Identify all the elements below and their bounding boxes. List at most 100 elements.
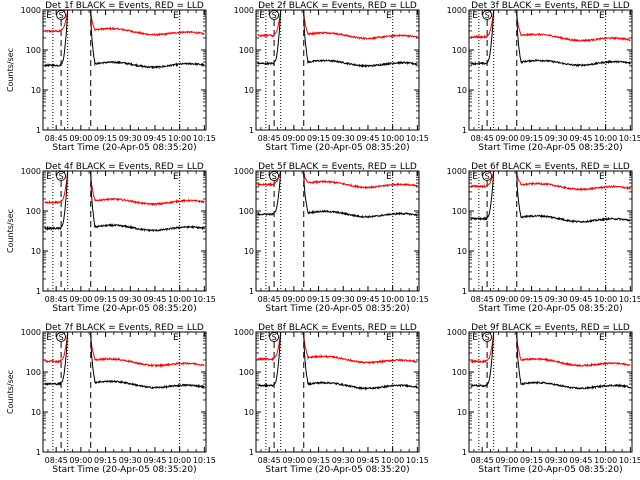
y-tick-label: 1000 — [447, 167, 467, 176]
y-tick-label: 1000 — [447, 328, 467, 337]
marker-circle — [56, 171, 67, 181]
series-line-events — [44, 331, 69, 387]
marker-label: S — [59, 333, 64, 342]
marker-label: E — [599, 333, 605, 343]
marker-label: E — [472, 333, 478, 343]
marker-label: S — [485, 11, 490, 20]
y-tick-label: 10 — [457, 408, 467, 417]
x-tick-label: 09:15 — [520, 456, 543, 465]
marker-label: E — [173, 172, 179, 182]
marker-circle — [482, 10, 493, 20]
series-line-lld — [257, 9, 282, 38]
x-tick-label: 08:45 — [45, 134, 68, 143]
plot-frame — [255, 9, 420, 131]
series-line-events — [257, 331, 282, 388]
y-tick-label: 1000 — [21, 328, 41, 337]
x-tick-label: 09:15 — [94, 134, 117, 143]
series-line-lld — [90, 9, 205, 37]
marker-circle — [269, 171, 280, 181]
series-line-events — [90, 331, 205, 390]
series-line-lld — [44, 170, 69, 205]
x-tick-label: 10:15 — [619, 134, 640, 143]
marker-label: S — [272, 11, 277, 20]
series-line-lld — [44, 331, 69, 364]
marker-label: S — [59, 172, 64, 181]
y-tick-label: 100 — [239, 368, 254, 377]
marker-label: E — [386, 172, 392, 182]
plot-frame — [42, 331, 207, 453]
x-axis-label: Start Time (20-Apr-05 08:35:20) — [478, 143, 622, 153]
x-tick-label: 10:00 — [168, 295, 191, 304]
x-tick-label: 10:00 — [381, 456, 404, 465]
x-tick-label: 08:45 — [258, 456, 281, 465]
panel-title: Det 5f BLACK = Events, RED = LLD — [258, 162, 417, 172]
x-tick-label: 10:00 — [594, 134, 617, 143]
detector-panel: Det 7f BLACK = Events, RED = LLD 1 10 100 10… — [6, 323, 216, 475]
series-line-lld — [44, 9, 69, 34]
marker-circle — [482, 171, 493, 181]
series-line-lld — [516, 170, 631, 192]
x-tick-label: 10:15 — [193, 295, 216, 304]
plot-frame — [255, 170, 420, 292]
series-line-lld — [90, 331, 205, 368]
panel-title: Det 3f BLACK = Events, RED = LLD — [471, 1, 630, 11]
marker-label: E — [472, 172, 478, 182]
series-line-events — [44, 170, 69, 232]
x-tick-label: 09:15 — [307, 456, 330, 465]
x-tick-label: 09:15 — [307, 295, 330, 304]
marker-label: E — [259, 172, 265, 182]
series-line-lld — [257, 331, 282, 362]
x-tick-label: 10:15 — [406, 134, 429, 143]
x-tick-label: 09:30 — [545, 134, 568, 143]
marker-label: S — [272, 172, 277, 181]
detector-panel: Det 2f BLACK = Events, RED = LLD 1 10 100 10… — [234, 1, 429, 153]
x-axis-label: Start Time (20-Apr-05 08:35:20) — [265, 465, 409, 475]
series-line-lld — [470, 9, 495, 40]
x-tick-label: 09:30 — [119, 134, 142, 143]
x-tick-label: 08:45 — [258, 295, 281, 304]
y-axis-label: Counts/sec — [6, 370, 15, 414]
series-line-events — [303, 331, 418, 391]
marker-label: E — [386, 11, 392, 21]
x-tick-label: 09:00 — [282, 456, 305, 465]
x-tick-label: 09:45 — [143, 295, 166, 304]
x-tick-label: 08:45 — [45, 295, 68, 304]
marker-label: S — [485, 333, 490, 342]
x-tick-label: 09:15 — [307, 134, 330, 143]
x-tick-label: 09:30 — [119, 456, 142, 465]
series-line-lld — [303, 170, 418, 190]
x-tick-label: 09:00 — [495, 456, 518, 465]
y-tick-label: 100 — [26, 46, 41, 55]
marker-label: E — [259, 11, 265, 21]
x-tick-label: 08:45 — [45, 456, 68, 465]
y-tick-label: 1000 — [234, 328, 254, 337]
x-tick-label: 10:15 — [193, 456, 216, 465]
x-axis-label: Start Time (20-Apr-05 08:35:20) — [478, 304, 622, 314]
series-line-events — [516, 9, 631, 68]
series-line-lld — [470, 170, 495, 189]
panel-title: Det 7f BLACK = Events, RED = LLD — [45, 323, 204, 333]
y-tick-label: 100 — [239, 46, 254, 55]
x-tick-label: 09:15 — [94, 295, 117, 304]
y-tick-label: 100 — [26, 207, 41, 216]
x-tick-label: 08:45 — [471, 134, 494, 143]
x-tick-label: 10:15 — [406, 295, 429, 304]
x-tick-label: 09:30 — [332, 456, 355, 465]
series-line-events — [44, 9, 69, 68]
plot-frame — [42, 9, 207, 131]
x-tick-label: 09:30 — [545, 456, 568, 465]
x-tick-label: 10:15 — [619, 456, 640, 465]
plot-frame — [255, 331, 420, 453]
x-tick-label: 09:00 — [495, 134, 518, 143]
panel-title: Det 6f BLACK = Events, RED = LLD — [471, 162, 630, 172]
marker-label: E — [46, 172, 52, 182]
marker-circle — [269, 332, 280, 342]
x-axis-label: Start Time (20-Apr-05 08:35:20) — [52, 304, 196, 314]
x-tick-label: 09:00 — [495, 295, 518, 304]
y-tick-label: 1 — [36, 126, 41, 135]
plot-frame — [42, 170, 207, 292]
y-tick-label: 1000 — [234, 167, 254, 176]
series-line-lld — [303, 331, 418, 365]
y-tick-label: 10 — [31, 247, 41, 256]
y-tick-label: 100 — [452, 368, 467, 377]
